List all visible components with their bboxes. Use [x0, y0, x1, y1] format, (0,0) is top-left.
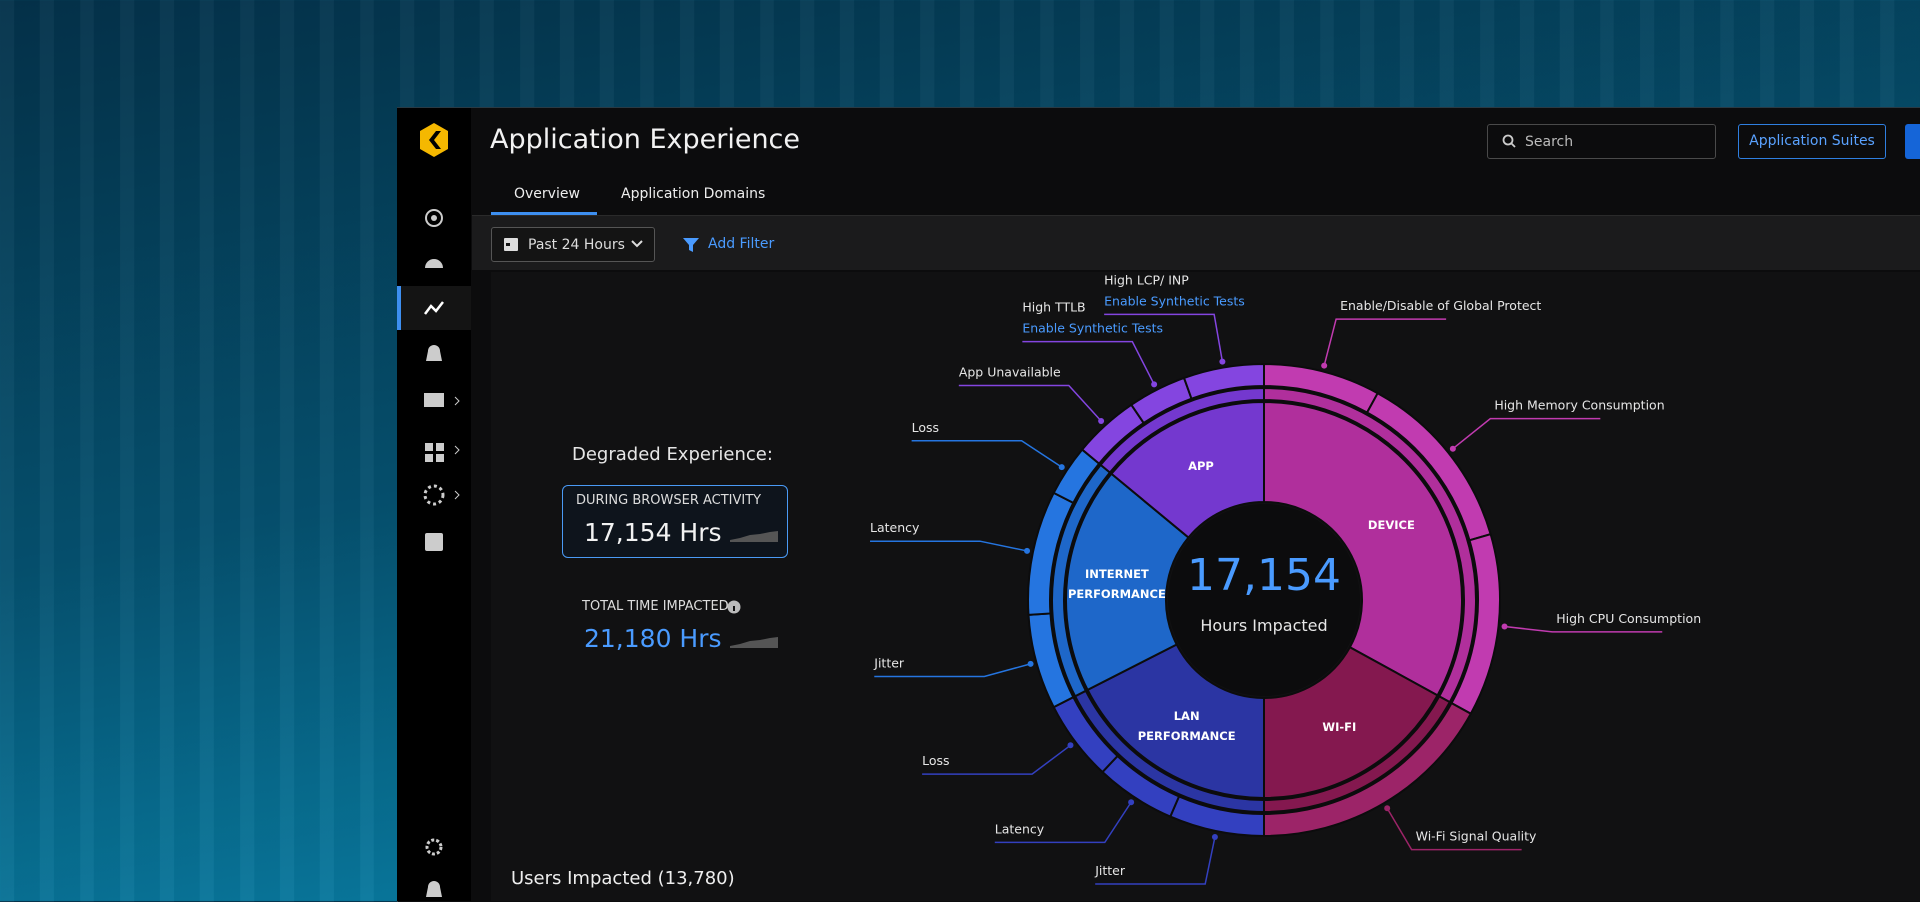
sparkline [730, 637, 778, 648]
toolbar [472, 216, 1920, 270]
header-divider [472, 215, 1920, 216]
page-title: Application Experience [490, 124, 801, 155]
card-value: 17,154 Hrs [584, 518, 722, 547]
calendar-icon [504, 238, 518, 251]
nav-icon[interactable] [423, 484, 445, 506]
primary-button[interactable] [1905, 124, 1920, 159]
nav-icon[interactable] [436, 443, 444, 451]
nav-icon[interactable] [425, 533, 443, 551]
segment-label: INTERNET PERFORMANCE [1067, 566, 1166, 601]
card-label: DURING BROWSER ACTIVITY [576, 493, 762, 508]
browser-card[interactable] [562, 485, 788, 558]
active-indicator [397, 286, 401, 330]
nav-icon[interactable] [431, 215, 437, 221]
chevron [631, 240, 643, 248]
sidebar [397, 108, 471, 901]
tab-underline [491, 212, 597, 215]
segment-label: WI-FI [1322, 720, 1357, 735]
nav-icon[interactable] [425, 259, 443, 268]
nav-icon[interactable] [425, 443, 433, 451]
tab[interactable]: Application Domains [621, 186, 766, 202]
nav-icon[interactable] [424, 393, 444, 407]
time-range: Past 24 Hours [528, 237, 625, 253]
nav-chevron[interactable] [454, 396, 460, 406]
logo-mark [429, 131, 441, 149]
segment-label: LAN PERFORMANCE [1137, 709, 1236, 744]
search-placeholder: Search [1525, 134, 1574, 150]
total-value: 21,180 Hrs [584, 624, 722, 653]
search-icon [1502, 134, 1516, 148]
sparkline [730, 531, 778, 542]
nav-chevron[interactable] [454, 445, 460, 455]
settings-icon[interactable] [425, 838, 443, 856]
add-filter[interactable]: Add Filter [708, 236, 775, 252]
tab[interactable]: Overview [514, 186, 580, 202]
nav-icon[interactable] [425, 209, 443, 227]
nav-icon[interactable] [424, 301, 444, 315]
nav-chevron[interactable] [454, 490, 460, 500]
filter-icon[interactable] [682, 235, 702, 255]
suites-button[interactable]: Application Suites [1738, 124, 1886, 159]
search-box[interactable]: Search [1487, 124, 1716, 159]
nav-icon[interactable] [425, 454, 433, 462]
segment-label: DEVICE [1367, 517, 1415, 532]
users-impacted: Users Impacted (13,780) [511, 868, 735, 889]
time-range-dropdown[interactable]: Past 24 Hours [491, 227, 655, 262]
notifications-icon[interactable] [426, 881, 442, 897]
active-item[interactable] [401, 286, 471, 330]
nav-icon[interactable] [436, 454, 444, 462]
info-icon[interactable] [726, 599, 742, 615]
content-panel [491, 272, 1920, 901]
sidebar-icons [397, 123, 471, 897]
nav-icon[interactable] [426, 345, 442, 361]
summary-heading: Degraded Experience: [572, 444, 773, 465]
segment-label: APP [1188, 459, 1214, 474]
total-label: TOTAL TIME IMPACTED [582, 599, 729, 614]
